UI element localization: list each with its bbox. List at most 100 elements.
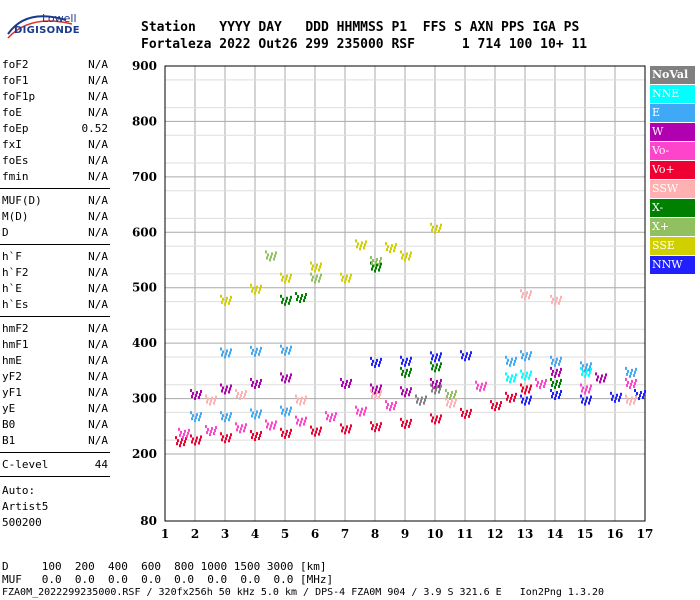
echo-dot: [439, 365, 441, 369]
echo-dot: [524, 297, 526, 301]
echo-dot: [528, 376, 530, 380]
echo-dot: [432, 364, 434, 368]
echo-dot: [266, 425, 268, 429]
echo-dot: [409, 254, 411, 258]
echo-dot: [496, 402, 498, 406]
echo-dot: [537, 380, 539, 384]
echo-dot: [258, 437, 260, 441]
echo-dot: [552, 297, 554, 301]
echo-dot: [627, 380, 629, 384]
echo-dot: [520, 369, 522, 373]
echo-dot: [509, 363, 511, 367]
echo-dot: [581, 400, 583, 404]
echo-dot: [436, 385, 438, 389]
echo-dot: [195, 439, 197, 443]
echo-dot: [387, 245, 389, 249]
data-point: [625, 377, 637, 389]
echo-dot: [198, 441, 200, 445]
echo-dot: [280, 272, 282, 276]
digisonde-logo: Lowell DIGISONDE: [6, 6, 80, 42]
echo-dot: [453, 404, 455, 408]
param-separator: [0, 452, 110, 453]
param-name: foF1p: [2, 90, 36, 103]
echo-dot: [211, 427, 213, 431]
echo-dot: [250, 345, 252, 349]
data-point: [370, 356, 382, 368]
echo-dot: [375, 361, 377, 365]
echo-dot: [555, 394, 557, 398]
param-name: hmF2: [2, 322, 29, 335]
echo-dot: [374, 429, 376, 433]
echo-dot: [604, 376, 606, 380]
echo-dot: [239, 397, 241, 401]
echo-dot: [301, 417, 303, 421]
echo-dot: [439, 355, 441, 359]
echo-dot: [404, 425, 406, 429]
echo-dot: [644, 390, 646, 394]
echo-dot: [432, 416, 434, 420]
echo-dot: [273, 257, 275, 261]
echo-dot: [393, 249, 395, 253]
echo-dot: [506, 397, 508, 401]
x-tick-label: 17: [637, 527, 654, 541]
echo-dot: [320, 262, 322, 266]
echo-dot: [372, 264, 374, 268]
echo-dot: [582, 386, 584, 390]
echo-dot: [228, 418, 230, 422]
echo-dot: [275, 251, 277, 255]
echo-dot: [284, 280, 286, 284]
echo-dot: [237, 425, 239, 429]
legend-item: E: [650, 104, 695, 122]
param-value: N/A: [88, 322, 108, 335]
auto-text: 500200: [2, 516, 42, 529]
data-point: [250, 377, 262, 389]
echo-dot: [509, 399, 511, 403]
echo-dot: [554, 385, 556, 389]
param-value: N/A: [88, 226, 108, 239]
echo-dot: [634, 370, 636, 374]
echo-dot: [445, 397, 447, 401]
echo-dot: [440, 352, 442, 356]
echo-dot: [588, 390, 590, 394]
echo-dot: [364, 243, 366, 247]
echo-dot: [588, 368, 590, 372]
x-tick-label: 16: [607, 527, 624, 541]
echo-dot: [281, 378, 283, 382]
echo-dot: [355, 239, 357, 243]
echo-dot: [522, 292, 524, 296]
echo-dot: [389, 250, 391, 254]
echo-dot: [584, 402, 586, 406]
echo-dot: [380, 390, 382, 394]
echo-dot: [187, 431, 189, 435]
echo-dot: [303, 422, 305, 426]
x-tick-label: 14: [547, 527, 564, 541]
param-separator: [0, 316, 110, 317]
data-point: [310, 261, 322, 273]
echo-dot: [625, 366, 627, 370]
echo-dot: [586, 396, 588, 400]
echo-dot: [559, 381, 561, 385]
echo-dot: [390, 405, 392, 409]
param-value: N/A: [88, 370, 108, 383]
echo-dot: [601, 374, 603, 378]
param-row: hmF2 N/A: [0, 322, 112, 338]
echo-dot: [513, 362, 515, 366]
echo-dot: [286, 407, 288, 411]
echo-dot: [630, 371, 632, 375]
echo-dot: [250, 377, 252, 381]
echo-dot: [431, 367, 433, 371]
echo-dot: [559, 298, 561, 302]
echo-dot: [590, 395, 592, 399]
echo-dot: [432, 225, 434, 229]
echo-dot: [436, 224, 438, 228]
echo-dot: [251, 414, 253, 418]
echo-dot: [386, 406, 388, 410]
echo-dot: [400, 366, 402, 370]
echo-dot: [286, 296, 288, 300]
echo-dot: [409, 370, 411, 374]
echo-dot: [199, 438, 201, 442]
echo-dot: [584, 374, 586, 378]
echo-dot: [584, 369, 586, 373]
echo-dot: [243, 396, 245, 400]
x-tick-label: 8: [371, 527, 379, 541]
